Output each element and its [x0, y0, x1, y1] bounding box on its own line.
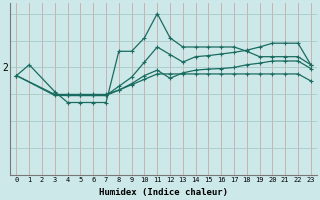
X-axis label: Humidex (Indice chaleur): Humidex (Indice chaleur)	[99, 188, 228, 197]
